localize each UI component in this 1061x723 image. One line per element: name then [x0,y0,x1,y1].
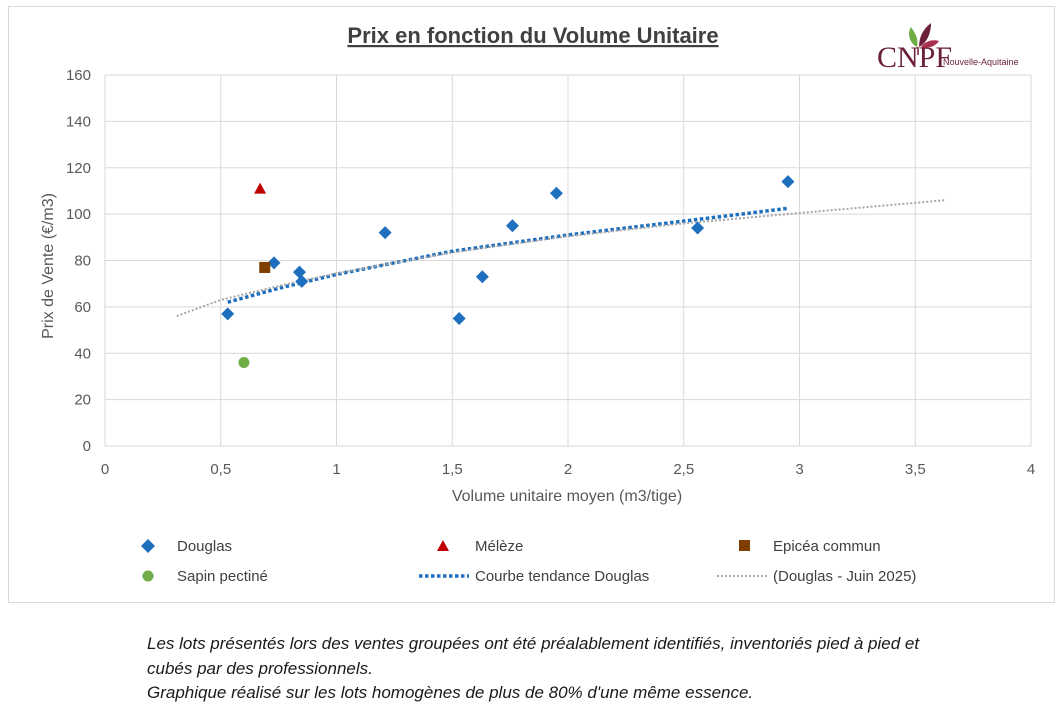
scatter-chart: 0 20 40 60 80 100 120 140 160 0 0,5 1 1,5 2 2,5 3 3,5 4 P… [40,23,1035,585]
data-point-douglas [378,226,392,240]
x-tick-label: 2 [564,461,572,478]
grid-layer [104,74,1032,447]
x-axis-label: Volume unitaire moyen (m3/tige) [452,488,682,505]
data-point-meleze [254,182,267,194]
data-point-douglas [452,311,466,325]
tick-layer: 0 20 40 60 80 100 120 140 160 0 0,5 1 1,5 2 2,5 3 3,5 4 [66,67,1035,478]
logo-subtitle: Nouvelle-Aquitaine [943,57,1019,67]
data-point-douglas [505,219,519,233]
data-point-sapin [238,357,250,369]
y-tick-label: 100 [66,206,91,223]
legend-marker-square-icon [739,540,750,551]
x-tick-label: 4 [1027,461,1035,478]
chart-frame: 0 20 40 60 80 100 120 140 160 0 0,5 1 1,5 2 2,5 3 3,5 4 P… [8,6,1055,603]
logo-text: CNPF [877,41,952,74]
legend-label: Sapin pectiné [177,568,268,585]
data-point-epicea [259,261,271,273]
data-point-douglas [475,270,489,284]
y-tick-label: 120 [66,160,91,177]
data-point-douglas [295,274,309,288]
legend-item-sapin: Sapin pectiné [142,568,268,585]
y-tick-label: 0 [83,438,91,455]
legend: Douglas Mélèze Epicéa commun Sapin pecti… [141,538,916,585]
legend-item-trend-june: (Douglas - Juin 2025) [717,568,916,585]
caption-line: Les lots présentés lors des ventes group… [147,634,920,653]
data-point-douglas [221,307,235,321]
y-tick-label: 60 [74,299,91,316]
x-tick-label: 3 [795,461,803,478]
legend-marker-triangle-icon [437,540,449,551]
legend-item-meleze: Mélèze [437,538,523,555]
legend-label: Courbe tendance Douglas [475,568,649,585]
chart-title: Prix en fonction du Volume Unitaire [347,23,718,48]
caption: Les lots présentés lors des ventes group… [147,632,1027,706]
x-tick-label: 3,5 [905,461,926,478]
trendline-douglas-june-2025 [176,199,946,318]
legend-item-epicea: Epicéa commun [739,538,881,555]
legend-label: Mélèze [475,538,523,555]
legend-label: Douglas [177,538,232,555]
y-tick-label: 40 [74,345,91,362]
point-layer [221,175,795,369]
x-tick-label: 0 [101,461,109,478]
leaf-icon [909,23,939,55]
legend-marker-diamond-icon [141,539,155,553]
legend-item-douglas: Douglas [141,538,232,555]
legend-label: (Douglas - Juin 2025) [773,568,916,585]
trend-layer [176,199,946,318]
data-point-douglas [549,186,563,200]
y-axis-label: Prix de Vente (€/m3) [40,193,57,339]
y-tick-label: 160 [66,67,91,84]
data-point-douglas [691,221,705,235]
legend-label: Epicéa commun [773,538,881,555]
y-tick-label: 80 [74,253,91,270]
x-tick-label: 2,5 [673,461,694,478]
data-point-douglas [267,256,281,270]
data-point-douglas [292,265,306,279]
legend-item-trend-douglas: Courbe tendance Douglas [419,568,649,585]
data-point-douglas [781,175,795,189]
x-tick-label: 1,5 [442,461,463,478]
y-tick-label: 20 [74,392,91,409]
caption-line: Graphique réalisé sur les lots homogènes… [147,683,754,702]
caption-line: cubés par des professionnels. [147,658,373,678]
legend-marker-circle-icon [142,570,154,582]
y-tick-label: 140 [66,113,91,130]
trendline-douglas [227,206,789,304]
x-tick-label: 0,5 [210,461,231,478]
cnpf-logo: CNPF Nouvelle-Aquitaine [877,23,1019,74]
x-tick-label: 1 [332,461,340,478]
